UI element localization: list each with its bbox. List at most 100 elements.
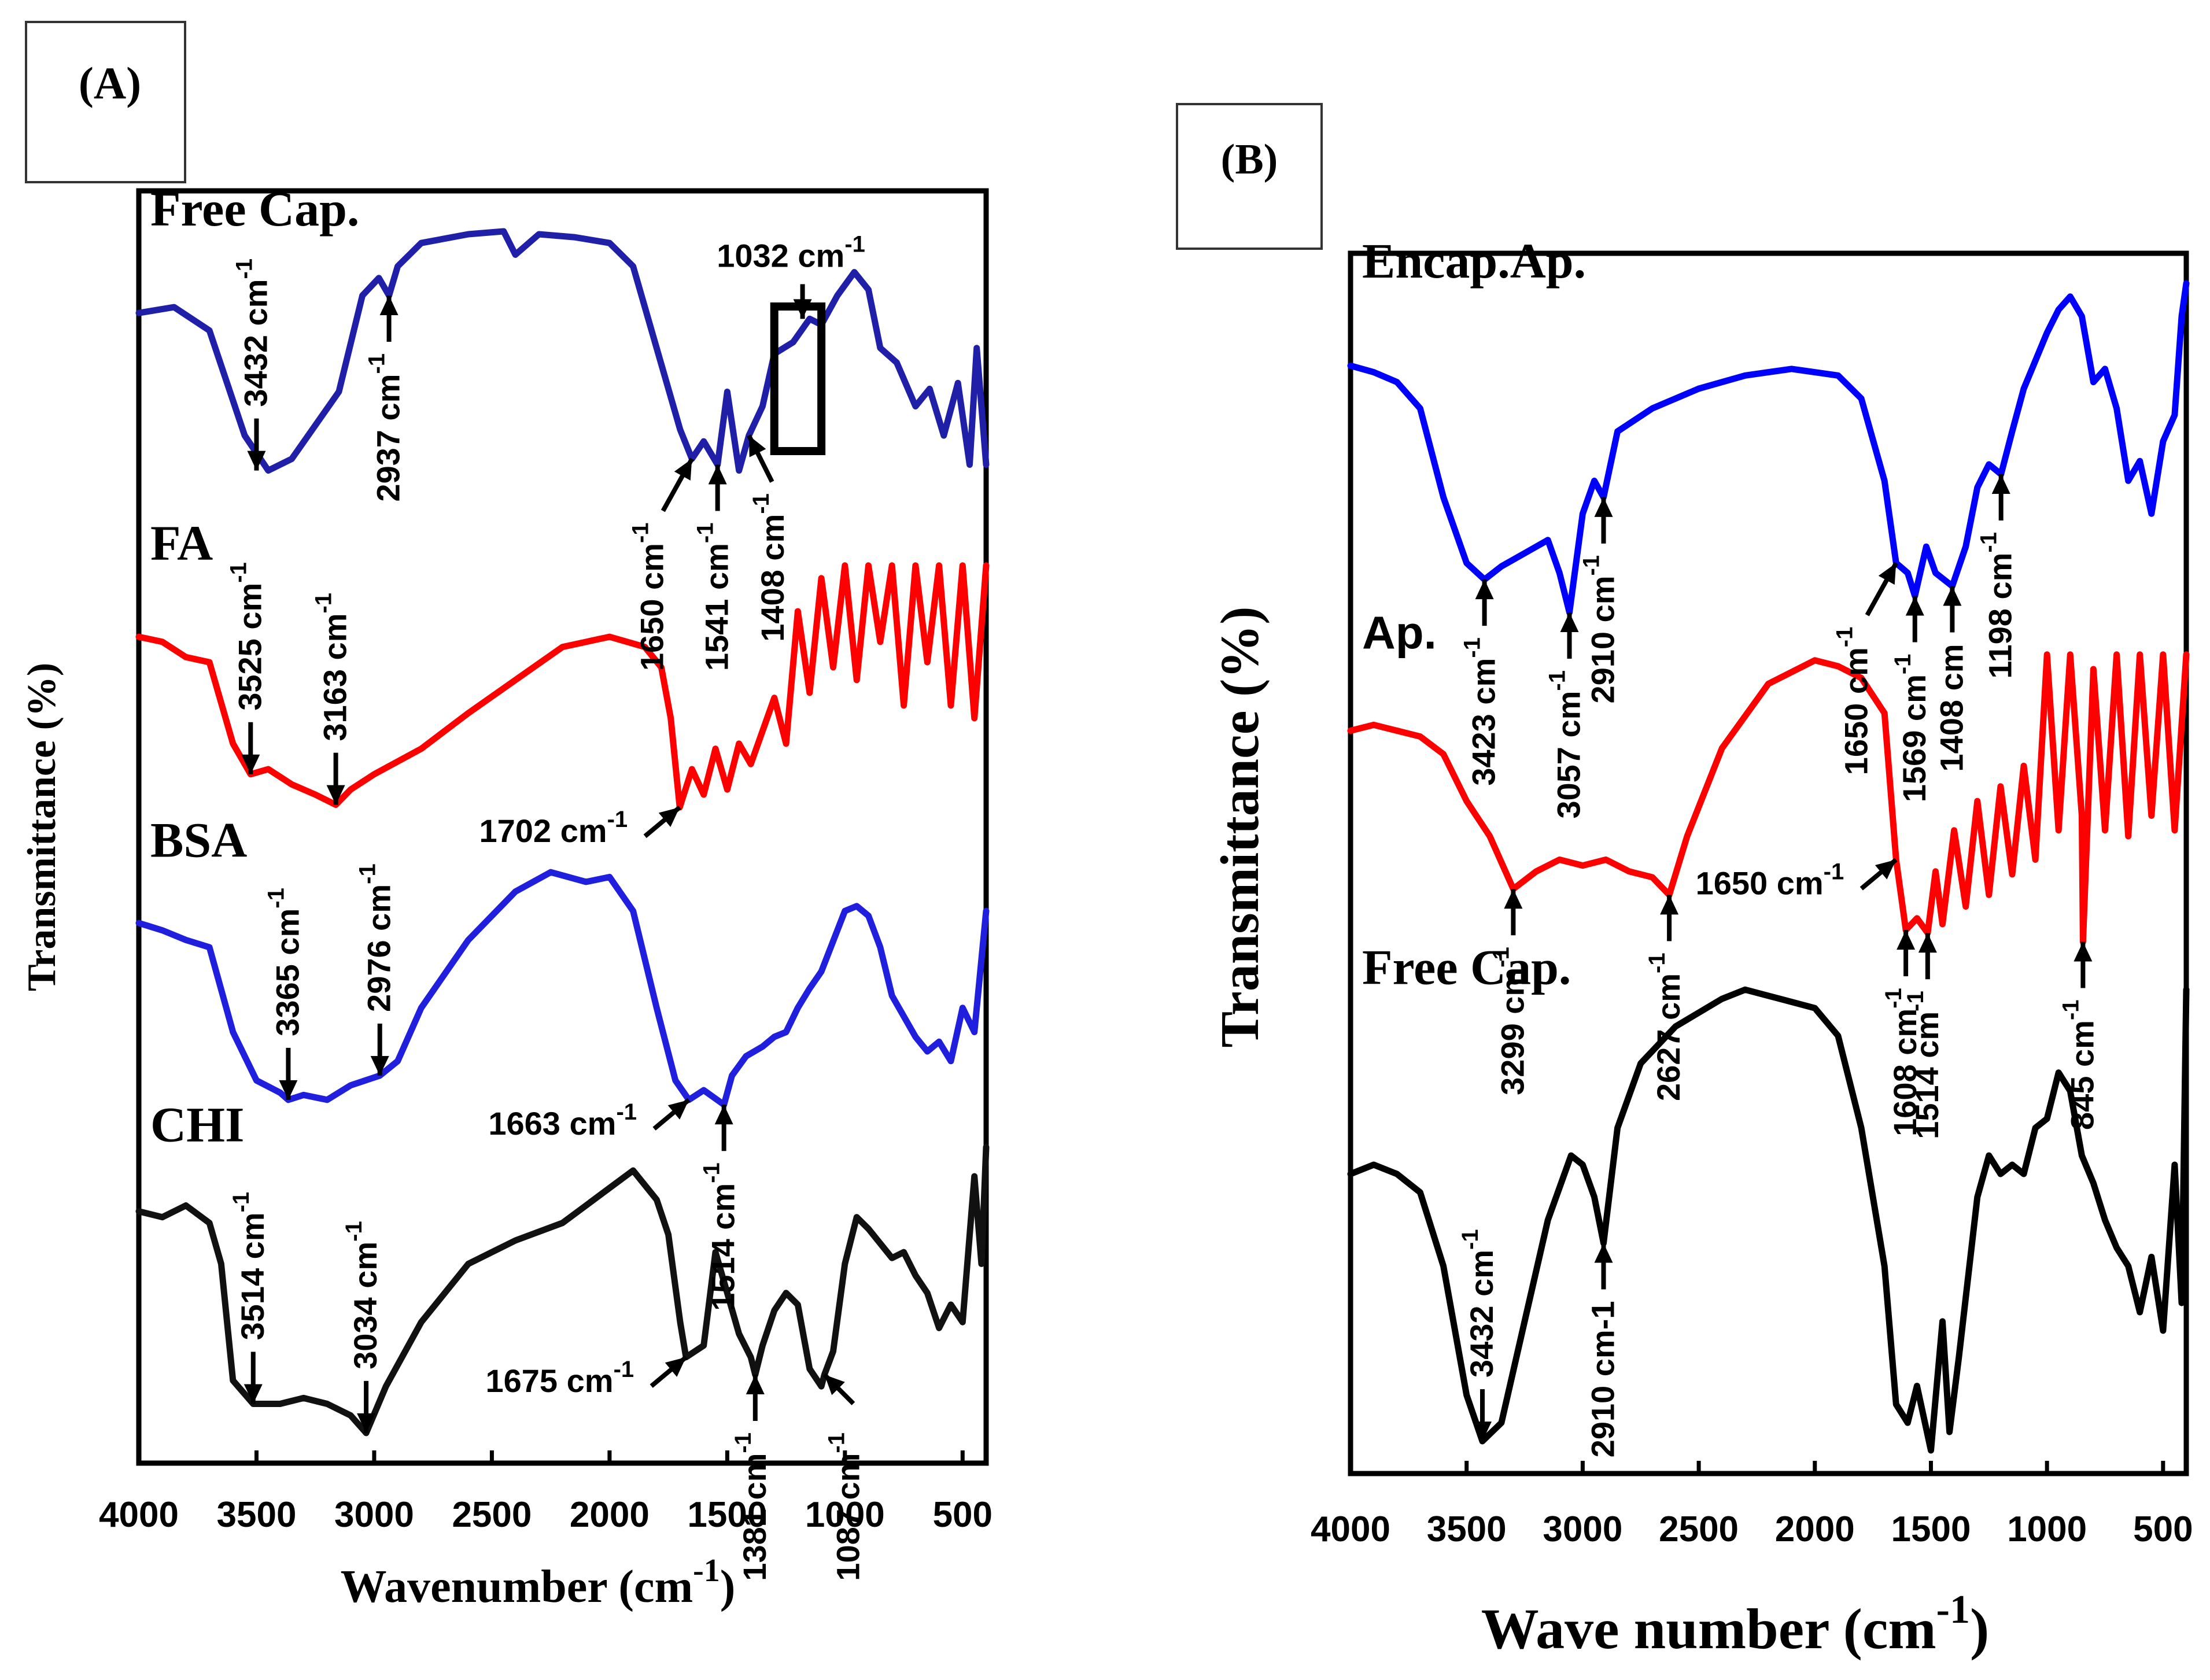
panel-b-x-ticks: 4000 3500 3000 2500 2000 1500 1000 500: [1311, 1461, 2193, 1549]
panel-a-free-cap-annotation-4-arrowhead: [748, 435, 766, 457]
panel-b-ap-annotation-5-arrowhead: [2074, 941, 2093, 962]
panel-a-bsa-annotation-3-label: 1514 cm-1: [699, 1162, 741, 1311]
panel-b-x-tick-label-4: 2000: [1775, 1509, 1855, 1549]
panel-a-bsa-series-label: BSA: [150, 812, 247, 867]
panel-a-x-tick-label-4: 2000: [570, 1495, 650, 1535]
panel-a-x-tick-label-5: 1500: [687, 1495, 767, 1535]
panel-a-bsa-annotation-2-label: 1663 cm-1: [488, 1099, 637, 1142]
panel-b-free-cap-trace: [1347, 986, 2190, 1454]
panel-a-labels: Free Cap. 3432 cm-1 2937 cm-1 1650 cm-1 1541…: [150, 181, 866, 1581]
panel-b-ap-annotation-2-label: 1650 cm-1: [1696, 859, 1844, 902]
panel-a-fa-annotation-2-arrowhead: [658, 807, 680, 828]
panel-a-chi-annotation-0-label: 3514 cm-1: [228, 1192, 271, 1341]
panel-a-x-tick-label-1: 3500: [217, 1495, 297, 1535]
panel-b-x-axis-title-end: ): [1970, 1597, 1989, 1661]
panel-a-bsa-annotation-1-label: 2976 cm-1: [355, 863, 397, 1012]
panel-a-chi-annotation-1-arrowhead: [357, 1413, 376, 1433]
panel-b-encap-ap-annotation-2-arrowhead: [1594, 497, 1613, 517]
panel-a-free-cap-trace: [135, 228, 990, 474]
panel-a-fa-series-label: FA: [150, 515, 213, 571]
panel-a-free-cap-annotation-0-label: 3432 cm-1: [231, 259, 274, 407]
panel-a-free-cap-annotation-2-arrowhead: [674, 459, 692, 481]
panel-b-encap-ap-annotation-5-arrowhead: [1943, 586, 1962, 606]
panel-a-free-cap-annotation-2-label: 1650 cm-1: [628, 522, 670, 671]
panel-b-plot-frame: [1348, 250, 2189, 1476]
panel-b-ap-annotation-4-label: 1514 cm-1: [1903, 991, 1945, 1139]
panel-a-chi-trace: [135, 1144, 990, 1437]
panel-b-x-tick-label-2: 3000: [1543, 1509, 1622, 1549]
panel-b-x-tick-label-3: 2500: [1659, 1509, 1739, 1549]
panel-a-x-tick-label-7: 500: [933, 1495, 993, 1535]
panel-a-x-axis-title-sup: -1: [693, 1553, 720, 1589]
panel-a-free-cap-series-label: Free Cap.: [150, 181, 359, 237]
panel-b-y-axis-title: Transmittance (%): [1210, 606, 1270, 1047]
panel-a-chi-annotation-2-label: 1675 cm-1: [485, 1357, 634, 1399]
panel-b-encap-ap-annotation-0-label: 3423 cm-1: [1460, 637, 1502, 786]
panel-a-label: (A): [79, 58, 141, 108]
panel-a-chi-annotation-3-arrowhead: [746, 1375, 765, 1395]
panel-b-x-axis-title: Wave number (cm-1): [1481, 1587, 1990, 1661]
panel-b-ap-annotation-1-arrowhead: [1660, 895, 1679, 915]
panel-b-traces: [1347, 280, 2190, 1454]
panel-a-fa-annotation-0-label: 3525 cm-1: [226, 562, 268, 711]
panel-b-encap-ap-annotation-6-arrowhead: [1991, 474, 2010, 494]
panel-b-label: (B): [1221, 136, 1278, 183]
panel-b-free-cap-annotation-0-arrowhead: [1473, 1421, 1492, 1442]
panel-b-x-tick-label-1: 3500: [1427, 1509, 1507, 1549]
panel-b-encap-ap-annotation-3-arrowhead: [1878, 563, 1897, 585]
panel-a-free-cap-annotation-3-arrowhead: [708, 464, 727, 485]
panel-a-x-axis-title-end: ): [720, 1561, 736, 1612]
panel-a-chi-annotation-0-arrowhead: [243, 1384, 263, 1404]
panel-a-bsa-annotation-3-arrowhead: [714, 1105, 733, 1125]
panel-a-plot-frame: [136, 188, 989, 1466]
panel-b-ap-annotation-3-arrowhead: [1897, 930, 1916, 950]
panel-a-free-cap-annotation-1-arrowhead: [379, 295, 399, 315]
panel-b: (B) 4000 3500 3000 2500 2000 1500 1000 500 Enca…: [1176, 103, 2193, 1661]
panel-b-free-cap-series-label: Free Cap.: [1362, 939, 1571, 995]
panel-b-ap-annotation-1-label: 2627 cm-1: [1644, 952, 1687, 1101]
panel-a-free-cap-annotation-0-arrowhead: [247, 451, 266, 471]
panel-a-y-axis-title: Transmittance (%): [20, 663, 64, 991]
panel-b-x-axis-title-sup: -1: [1936, 1587, 1970, 1632]
panel-b-encap-ap-trace: [1347, 280, 2190, 616]
panel-a-free-cap-annotation-4-label: 1408 cm-1: [748, 493, 791, 642]
panel-b-free-cap-annotation-1-label: 2910 cm-1: [1585, 1301, 1621, 1457]
panel-a-fa-annotation-2-label: 1702 cm-1: [479, 807, 628, 849]
panel-a-x-tick-label-2: 3000: [334, 1495, 414, 1535]
panel-a-free-cap-annotation-1-label: 2937 cm-1: [364, 353, 407, 502]
panel-b-ap-series-label: Ap.: [1362, 607, 1437, 659]
panel-a-x-ticks: 4000 3500 3000 2500 2000 1500 1000 500: [99, 1450, 993, 1535]
panel-a-fa-annotation-1-arrowhead: [326, 785, 345, 805]
panel-a-chi-annotation-1-label: 3034 cm-1: [341, 1221, 383, 1369]
panel-b-x-tick-label-0: 4000: [1311, 1509, 1390, 1549]
panel-b-encap-ap-annotation-3-label: 1650 cm-1: [1832, 627, 1874, 776]
panel-b-free-cap-annotation-0-label: 3432 cm-1: [1458, 1229, 1500, 1378]
panel-b-label-box: [1176, 103, 1323, 250]
panel-b-encap-ap-annotation-2-label: 2910 cm-1: [1579, 555, 1621, 704]
panel-b-free-cap-annotation-1-arrowhead: [1594, 1243, 1613, 1263]
panel-b-ap-trace: [1347, 651, 2190, 945]
panel-b-encap-ap-annotation-1-label: 3057 cm-1: [1545, 670, 1587, 819]
panel-b-ap-annotation-0-label: 3299 cm-1: [1488, 947, 1530, 1095]
panel-a-chi-annotation-4-arrowhead: [824, 1375, 845, 1395]
panel-a-x-axis-title-main: Wavenumber (cm: [341, 1561, 693, 1612]
panel-b-ap-annotation-5-label: 845 cm-1: [2058, 999, 2100, 1130]
panel-b-x-tick-label-6: 1000: [2007, 1509, 2087, 1549]
panel-b-x-tick-label-5: 1500: [1891, 1509, 1971, 1549]
panel-a-chi-series-label: CHI: [150, 1097, 244, 1153]
panel-a-x-tick-label-0: 4000: [99, 1495, 179, 1535]
panel-b-encap-ap-annotation-4-arrowhead: [1905, 596, 1924, 616]
panel-a-chi-annotation-4-label: 1087 cm-1: [824, 1432, 866, 1581]
panel-b-encap-ap-annotation-1-arrowhead: [1560, 612, 1579, 632]
panel-b-ap-annotation-4-arrowhead: [1918, 933, 1937, 953]
panel-a-highlight-box: [770, 302, 826, 455]
panel-a-x-tick-label-3: 2500: [452, 1495, 532, 1535]
panel-a-x-tick-label-6: 1000: [805, 1495, 885, 1535]
panel-a-chi-annotation-3-label: 1381 cm-1: [730, 1432, 773, 1581]
panel-a-label-box: [25, 21, 186, 183]
panel-b-ap-annotation-3-label: 1608 cm-1: [1881, 988, 1923, 1136]
panel-a-bsa-annotation-0-label: 3365 cm-1: [263, 888, 305, 1036]
panel-a-bsa-annotation-2-arrowhead: [667, 1099, 689, 1120]
